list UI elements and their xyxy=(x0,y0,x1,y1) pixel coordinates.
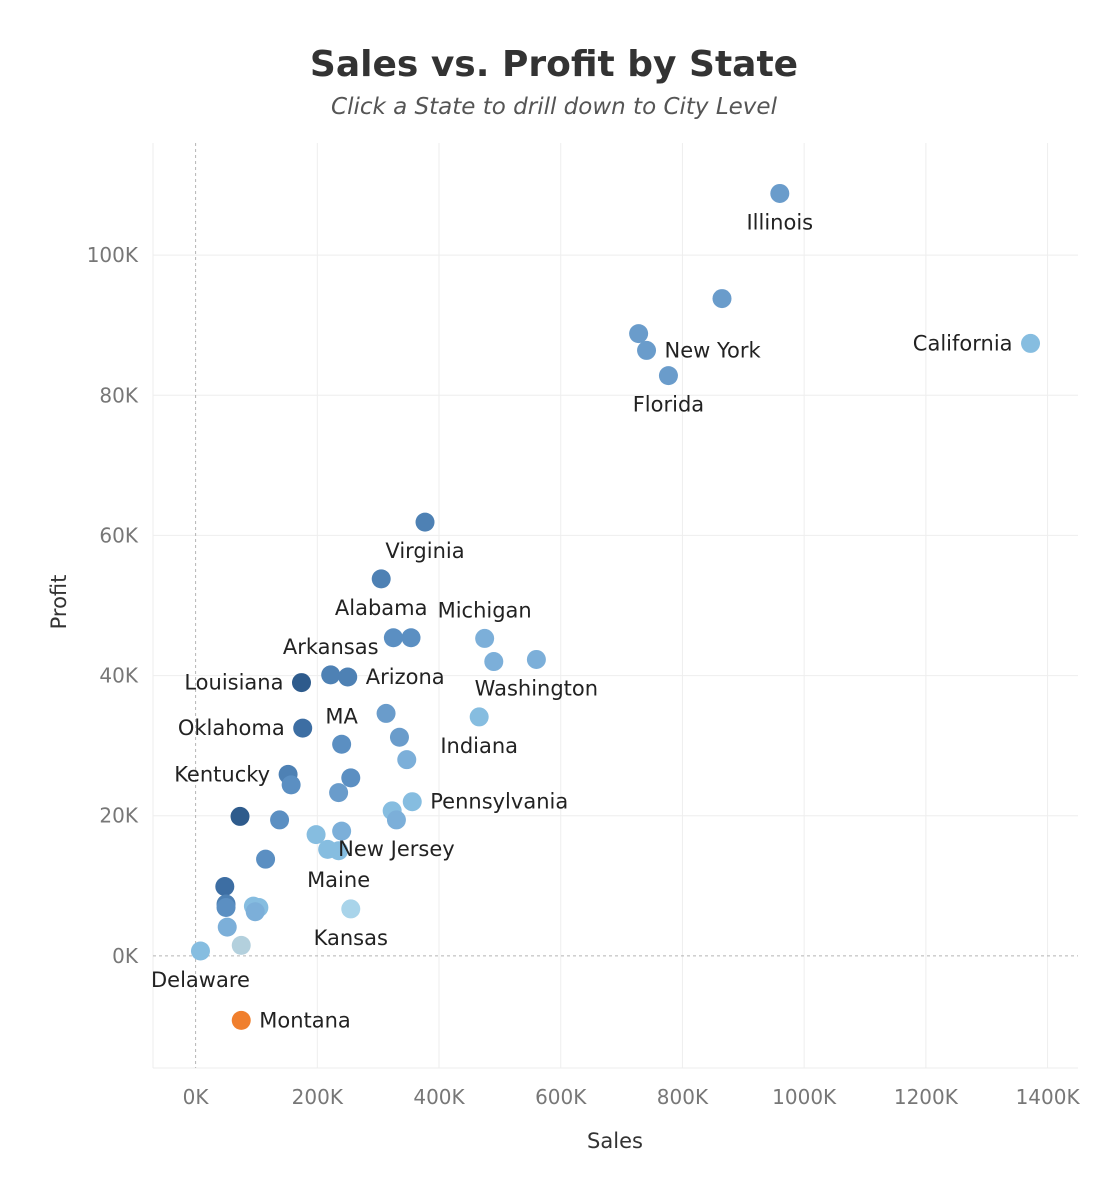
y-tick-label: 60K xyxy=(99,523,138,547)
data-point[interactable] xyxy=(332,821,352,841)
point-label: Arkansas xyxy=(283,635,379,659)
data-point[interactable] xyxy=(712,289,732,309)
chart-subtitle: Click a State to drill down to City Leve… xyxy=(331,94,777,120)
point-label: Michigan xyxy=(438,598,532,622)
data-point[interactable] xyxy=(270,810,290,830)
y-tick-label: 20K xyxy=(99,804,138,828)
data-point[interactable] xyxy=(389,727,409,747)
chart-title: Sales vs. Profit by State xyxy=(309,44,799,85)
point-label: Kentucky xyxy=(174,762,270,786)
x-tick-label: 200K xyxy=(292,1085,344,1109)
point-label: Montana xyxy=(259,1008,351,1032)
point-label: New Jersey xyxy=(338,837,455,861)
data-point[interactable] xyxy=(231,935,251,955)
data-point[interactable] xyxy=(230,806,250,826)
y-tick-label: 0K xyxy=(112,944,139,968)
data-point[interactable] xyxy=(329,783,349,803)
data-point[interactable] xyxy=(216,898,236,918)
data-point[interactable] xyxy=(386,810,406,830)
point-label: MA xyxy=(325,704,358,728)
x-tick-label: 1400K xyxy=(1016,1085,1081,1109)
x-tick-label: 800K xyxy=(657,1085,709,1109)
data-point[interactable] xyxy=(526,649,546,669)
data-point[interactable] xyxy=(321,665,341,685)
data-points[interactable] xyxy=(190,183,1041,1030)
y-tick-label: 100K xyxy=(87,243,139,267)
point-label: Arizona xyxy=(366,665,445,689)
tick-labels: 0K 200K 400K 600K 800K 1000K 1200K 1400K 0K 20K 40… xyxy=(87,243,1081,1109)
point-label: California xyxy=(913,331,1013,355)
point-label: Florida xyxy=(633,393,704,417)
point-label: Virginia xyxy=(385,539,464,563)
point-labels: Illinois California New York Florida Virgini… xyxy=(151,210,1013,1032)
x-tick-label: 600K xyxy=(535,1085,587,1109)
data-point[interactable] xyxy=(469,707,489,727)
y-tick-label: 80K xyxy=(99,383,138,407)
data-point[interactable] xyxy=(293,718,313,738)
data-point[interactable] xyxy=(329,841,349,861)
data-point[interactable] xyxy=(475,628,495,648)
point-label: Louisiana xyxy=(184,671,283,695)
data-point[interactable] xyxy=(338,667,358,687)
data-point[interactable] xyxy=(371,569,391,589)
data-point[interactable] xyxy=(291,673,311,693)
x-tick-label: 1200K xyxy=(894,1085,959,1109)
x-axis-title: Sales xyxy=(587,1129,643,1153)
point-label: Washington xyxy=(475,676,598,700)
data-point[interactable] xyxy=(658,366,678,386)
point-label: Alabama xyxy=(335,596,428,620)
data-point[interactable] xyxy=(637,340,657,360)
data-point[interactable] xyxy=(376,703,396,723)
data-point[interactable] xyxy=(1021,333,1041,353)
data-point[interactable] xyxy=(306,825,326,845)
data-point[interactable] xyxy=(401,628,421,648)
data-point[interactable] xyxy=(484,652,504,672)
point-label: Delaware xyxy=(151,968,250,992)
data-point[interactable] xyxy=(281,775,301,795)
data-point[interactable] xyxy=(402,792,422,812)
data-point[interactable] xyxy=(217,917,237,937)
y-axis-title: Profit xyxy=(47,575,71,630)
point-label: Kansas xyxy=(314,926,388,950)
data-point[interactable] xyxy=(383,628,403,648)
y-tick-label: 40K xyxy=(99,664,138,688)
x-tick-label: 400K xyxy=(413,1085,465,1109)
data-point[interactable] xyxy=(629,324,649,344)
data-point[interactable] xyxy=(256,849,276,869)
x-tick-label: 0K xyxy=(183,1085,210,1109)
data-point[interactable] xyxy=(770,183,790,203)
data-point[interactable] xyxy=(332,734,352,754)
point-label: Illinois xyxy=(746,210,813,234)
point-label: Pennsylvania xyxy=(430,790,568,814)
zero-lines xyxy=(153,143,1078,1068)
point-label: Maine xyxy=(307,868,370,892)
data-point[interactable] xyxy=(415,512,435,532)
data-point[interactable] xyxy=(215,877,235,897)
gridlines xyxy=(152,143,1078,1069)
data-point[interactable] xyxy=(341,768,361,788)
point-label: Indiana xyxy=(440,734,518,758)
point-label: New York xyxy=(665,338,762,362)
data-point[interactable] xyxy=(231,1010,251,1030)
data-point[interactable] xyxy=(245,902,265,922)
data-point[interactable] xyxy=(341,899,361,919)
data-point[interactable] xyxy=(397,750,417,770)
point-label: Oklahoma xyxy=(178,716,285,740)
data-point[interactable] xyxy=(190,941,210,961)
x-tick-label: 1000K xyxy=(772,1085,837,1109)
